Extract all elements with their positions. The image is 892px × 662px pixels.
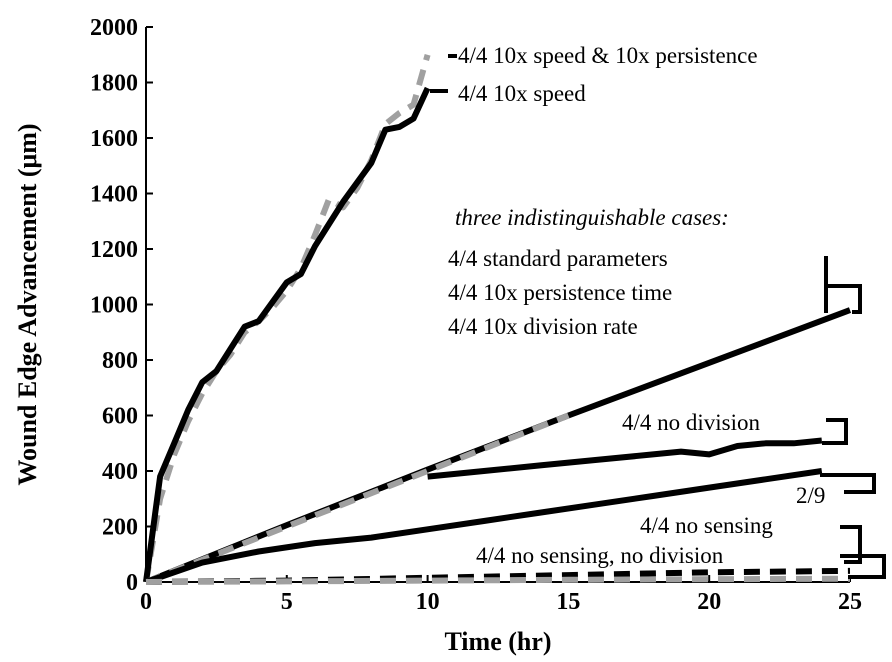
- annotation-no-sensing: 4/4 no sensing: [640, 513, 773, 538]
- x-tick-label: 5: [281, 589, 293, 615]
- annotation-three-cases: three indistinguishable cases:: [455, 205, 729, 230]
- y-tick-label: 400: [102, 459, 138, 485]
- annotation-layer: 4/4 10x speed & 10x persistence 4/4 10x …: [430, 43, 886, 579]
- y-tick-label: 0: [126, 570, 138, 596]
- annotation-2-9: 2/9: [796, 483, 825, 508]
- x-tick-label: 0: [140, 589, 152, 615]
- x-tick-label: 10: [416, 589, 440, 615]
- x-tick-label: 15: [556, 589, 580, 615]
- y-tick-label: 800: [102, 348, 138, 374]
- bracket-no-division: [822, 418, 848, 445]
- y-tick-label: 200: [102, 515, 138, 541]
- series-line-7: [145, 575, 851, 585]
- x-tick-label: 25: [838, 589, 862, 615]
- y-tick-label: 1600: [90, 126, 138, 152]
- series-line-4: [427, 437, 823, 480]
- annotation-no-division: 4/4 no division: [622, 410, 761, 435]
- x-axis-title: Time (hr): [444, 627, 551, 656]
- y-tick-label: 2000: [90, 15, 138, 41]
- annotation-10x-division-rate: 4/4 10x division rate: [448, 314, 638, 339]
- annotation-10x-speed-persistence: 4/4 10x speed & 10x persistence: [458, 43, 758, 68]
- series-line-5: [145, 468, 823, 585]
- y-tick-label: 1400: [90, 182, 138, 208]
- annotation-10x-speed: 4/4 10x speed: [458, 81, 586, 106]
- annotation-no-sensing-no-division: 4/4 no sensing, no division: [476, 543, 724, 568]
- x-tick-label: 20: [697, 589, 721, 615]
- y-tick-label: 1200: [90, 237, 138, 263]
- series-layer: [143, 53, 852, 585]
- bracket-2-9: [820, 473, 876, 494]
- bracket-no-sensing-no-division: [840, 554, 886, 579]
- bracket-no-sensing: [840, 525, 862, 564]
- y-tick-label: 1800: [90, 71, 138, 97]
- axes: 0 200 400 600 800 1000 1200 1400 1600 1800 2000 0 5 1…: [13, 15, 862, 656]
- y-tick-label: 600: [102, 404, 138, 430]
- series-line-3: [144, 412, 570, 585]
- series-line-1: [143, 86, 431, 583]
- annotation-brackets: [430, 54, 886, 579]
- annotation-10x-persistence-time: 4/4 10x persistence time: [448, 280, 672, 305]
- y-axis-title: Wound Edge Advancement (μm): [13, 123, 42, 485]
- bracket-three-cases: [826, 284, 862, 314]
- annotation-standard-parameters: 4/4 standard parameters: [448, 246, 668, 271]
- y-tick-label: 1000: [90, 293, 138, 319]
